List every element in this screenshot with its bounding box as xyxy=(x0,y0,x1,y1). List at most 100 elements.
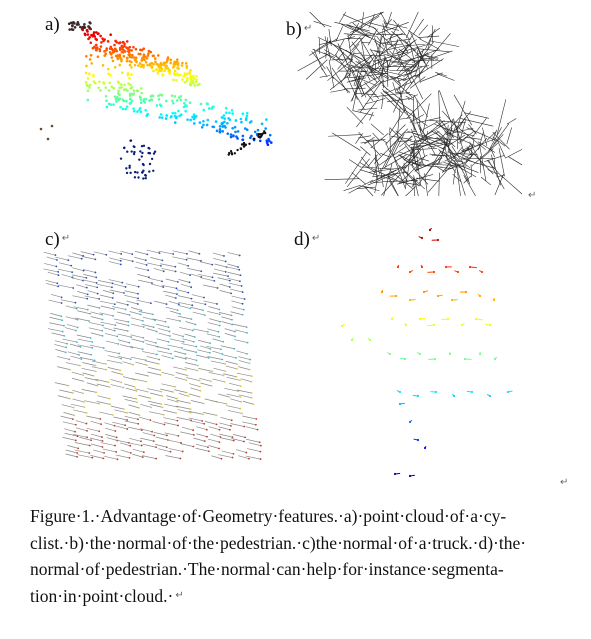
normal-line xyxy=(90,420,102,425)
normal-line xyxy=(128,404,140,409)
cloud-point xyxy=(117,343,120,345)
cloud-point xyxy=(169,58,173,62)
normal-line xyxy=(199,261,213,265)
cloud-point xyxy=(85,422,88,425)
cloud-point xyxy=(191,115,194,119)
normal-line xyxy=(218,426,231,431)
cloud-point xyxy=(236,137,239,140)
cloud-point xyxy=(88,452,91,454)
cloud-point xyxy=(86,33,90,36)
normal-line xyxy=(148,366,161,371)
normal-line xyxy=(412,96,414,122)
cloud-point xyxy=(195,351,197,354)
cloud-point xyxy=(113,424,116,427)
normal-line xyxy=(147,371,161,376)
normal-line xyxy=(360,146,371,156)
cloud-point xyxy=(76,452,79,454)
cloud-point xyxy=(113,43,116,47)
normal-line xyxy=(242,421,256,426)
cloud-point xyxy=(241,291,244,293)
normal-line xyxy=(75,420,87,424)
cloud-point xyxy=(187,264,190,267)
cloud-point xyxy=(125,46,128,49)
cloud-point xyxy=(140,91,143,95)
cloud-point xyxy=(470,390,474,394)
normal-line xyxy=(415,117,441,124)
cloud-point xyxy=(98,298,101,300)
cloud-point xyxy=(162,270,165,273)
cloud-point xyxy=(192,340,195,343)
cloud-point xyxy=(232,439,235,442)
normal-line xyxy=(236,389,252,394)
cloud-point xyxy=(174,265,177,268)
cloud-point xyxy=(121,47,124,51)
normal-line xyxy=(84,284,98,288)
cloud-point xyxy=(88,86,91,89)
normal-line xyxy=(453,160,463,163)
normal-line xyxy=(305,59,328,80)
cloud-point xyxy=(82,380,85,383)
cloud-point xyxy=(155,68,158,71)
cloud-point xyxy=(169,115,173,119)
normal-line xyxy=(50,294,62,298)
normal-line xyxy=(65,316,78,321)
cloud-point xyxy=(181,450,184,453)
cloud-point xyxy=(192,74,195,78)
cyclist-point-cloud-image xyxy=(39,20,273,180)
normal-line xyxy=(177,409,192,413)
cloud-point xyxy=(54,254,57,257)
cloud-point xyxy=(139,96,142,100)
caption-line: clist.·b)·the·normal·of·the·pedestrian.·… xyxy=(30,532,527,553)
cloud-point xyxy=(82,269,85,272)
normal-line xyxy=(145,360,159,365)
cloud-point xyxy=(185,72,189,76)
normal-line xyxy=(142,316,156,321)
cloud-point xyxy=(177,424,179,427)
normal-line xyxy=(391,61,417,66)
normal-line xyxy=(402,131,417,134)
cloud-point xyxy=(236,130,240,133)
cloud-point xyxy=(172,65,176,68)
cloud-point xyxy=(242,308,245,311)
normal-line xyxy=(348,22,360,41)
cloud-point xyxy=(129,452,132,454)
cloud-point xyxy=(152,440,155,443)
cloud-point xyxy=(208,351,211,354)
cloud-point xyxy=(121,71,124,75)
cloud-point xyxy=(228,111,231,115)
cloud-point xyxy=(154,60,157,64)
normal-line xyxy=(176,399,191,404)
normal-line xyxy=(150,257,163,261)
cloud-point xyxy=(151,313,154,316)
cloud-point xyxy=(145,364,148,366)
normal-line xyxy=(359,81,382,113)
cloud-point xyxy=(124,424,127,427)
cloud-point xyxy=(253,130,257,134)
cloud-point xyxy=(188,281,191,284)
normal-line xyxy=(115,322,129,326)
normal-line xyxy=(72,433,88,438)
paragraph-mark-b: ↵ xyxy=(528,190,537,201)
normal-line xyxy=(238,455,250,460)
normal-line xyxy=(198,368,213,372)
normal-line xyxy=(374,41,396,60)
normal-line xyxy=(210,433,221,438)
cloud-point xyxy=(434,390,438,394)
cloud-point xyxy=(96,32,100,36)
cloud-point xyxy=(250,120,253,123)
normal-line xyxy=(81,368,96,372)
cloud-point xyxy=(474,317,478,321)
normal-line xyxy=(176,417,192,421)
cloud-point xyxy=(101,37,104,40)
cloud-point xyxy=(137,285,140,288)
normal-line xyxy=(425,28,436,50)
cloud-point xyxy=(147,269,150,272)
cloud-point xyxy=(148,99,151,102)
cloud-point xyxy=(99,89,102,92)
normal-line xyxy=(352,110,375,116)
normal-line xyxy=(355,61,390,80)
normal-line xyxy=(403,137,428,161)
cloud-point xyxy=(72,287,75,289)
cloud-point xyxy=(186,118,189,121)
normal-line xyxy=(457,130,475,144)
